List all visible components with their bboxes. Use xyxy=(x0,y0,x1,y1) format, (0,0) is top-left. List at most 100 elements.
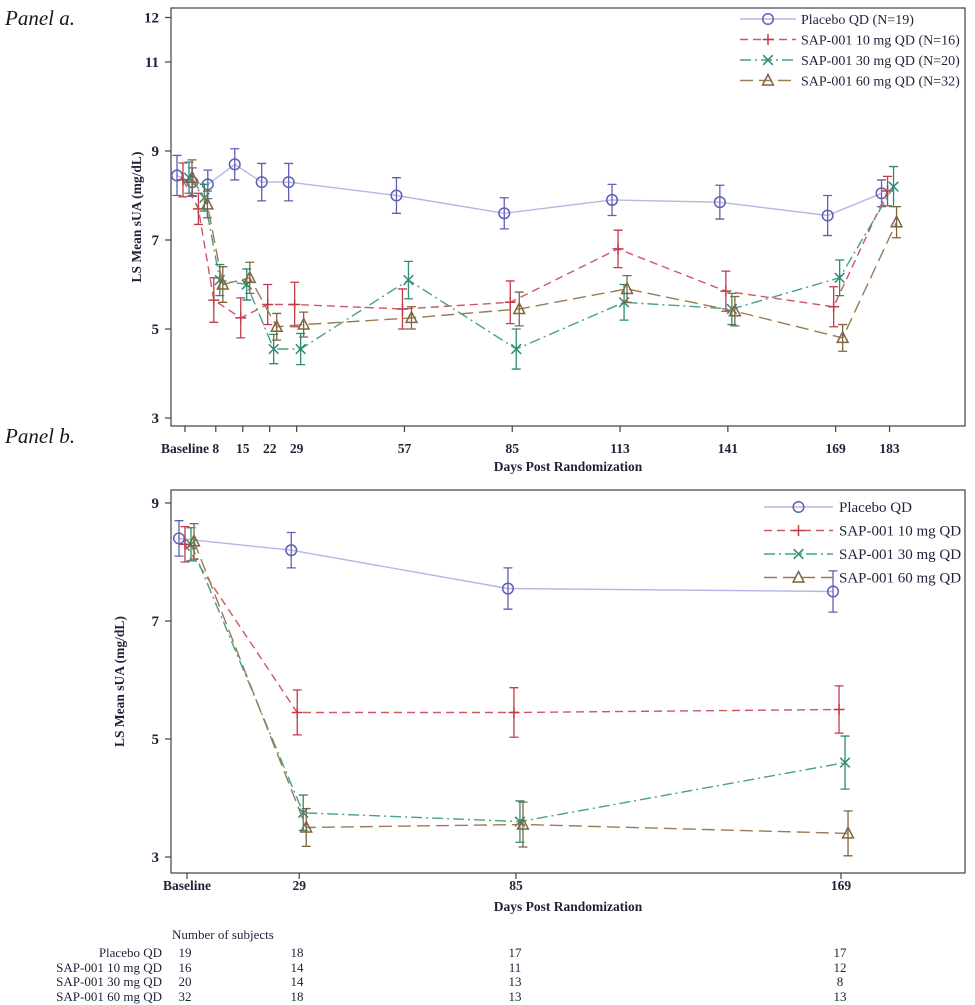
panel-a-x-tick-label: 22 xyxy=(263,441,277,456)
panel-a-data-marker-0 xyxy=(390,189,403,202)
panel-a-frame xyxy=(170,7,966,427)
panel-a-error-bar xyxy=(272,312,282,341)
panel-a-data-marker-3 xyxy=(728,303,742,317)
panel-a-legend-marker xyxy=(762,54,774,66)
panel-a-error-bar xyxy=(823,194,833,237)
panel-a-y-axis-title: LS Mean sUA (mg/dL) xyxy=(129,152,144,283)
panel-b-legend-marker xyxy=(793,548,804,560)
panel-a-error-bar xyxy=(838,323,848,352)
panel-a-data-marker-1 xyxy=(720,285,732,297)
panel-b-x-tick-label: 29 xyxy=(292,878,306,893)
panel-a-legend-item-2: SAP-001 30 mg QD (N=20) xyxy=(740,54,960,69)
panel-a-y-tick-label: 5 xyxy=(152,322,160,338)
panel-b-data-marker-0 xyxy=(285,544,298,557)
panel-a-data-marker-3 xyxy=(216,276,230,290)
panel-a-x-tick-label: 183 xyxy=(879,441,900,456)
panel-b-error-bar xyxy=(286,531,296,569)
panel-a-data-marker-1 xyxy=(504,296,516,308)
panel-a-y-tick-label: 9 xyxy=(152,144,160,160)
panel-b-legend-marker xyxy=(792,500,805,514)
panel-b-series-line-3 xyxy=(193,541,849,835)
panel-a-x-tick-label: 141 xyxy=(718,441,739,456)
panel-b-data-marker-2 xyxy=(839,757,851,768)
panel-b-label: Panel b. xyxy=(5,424,75,448)
panel-a-series-line-1 xyxy=(182,179,889,319)
panel-b-data-marker-3 xyxy=(299,819,313,833)
panel-b-error-bar xyxy=(189,523,199,560)
panel-b-data-marker-1 xyxy=(833,704,845,715)
panel-b-error-bar xyxy=(301,807,311,848)
panel-b-data-marker-3 xyxy=(516,816,530,830)
panel-a-data-marker-3 xyxy=(404,310,419,324)
panel-b-legend-item-0: Placebo QD xyxy=(764,500,912,516)
panel-b-legend-marker xyxy=(791,569,806,583)
panel-b-series-line-2 xyxy=(190,544,846,823)
panel-a-data-marker-3 xyxy=(620,281,634,295)
panel-a-series-3 xyxy=(185,159,904,352)
panel-b-error-bar xyxy=(174,520,184,557)
panel-b-x-axis-title: Days Post Randomization xyxy=(494,899,643,914)
panel-b-error-bar xyxy=(828,570,838,613)
panel-a-data-marker-0 xyxy=(282,176,295,189)
panel-b-data-marker-0 xyxy=(172,532,186,545)
panel-b-legend-label: SAP-001 10 mg QD xyxy=(839,524,961,540)
panel-b-x-tick-label: 169 xyxy=(831,878,852,893)
panel-a-series-0 xyxy=(170,148,888,237)
panel-a-data-marker-3 xyxy=(297,316,311,330)
panel-a-data-marker-1 xyxy=(262,299,274,311)
panel-a-error-bar xyxy=(499,197,509,230)
panel-a-legend-marker xyxy=(762,34,774,45)
panel-a-legend-label: SAP-001 30 mg QD (N=20) xyxy=(801,54,960,69)
panel-a-error-bar xyxy=(299,311,309,338)
panel-a-y-tick-label: 3 xyxy=(152,411,160,427)
panel-b-series-3 xyxy=(187,523,855,857)
panel-a-legend-label: SAP-001 10 mg QD (N=16) xyxy=(801,34,960,49)
panel-a-data-marker-1 xyxy=(612,243,624,255)
panel-a-error-bar xyxy=(730,295,740,327)
panel-a-x-tick-label: 169 xyxy=(826,441,847,456)
panel-a-series-2 xyxy=(183,161,899,370)
panel-a-label: Panel a. xyxy=(5,6,75,30)
panel-a-error-bar xyxy=(284,162,294,202)
panel-a-data-marker-0 xyxy=(713,196,726,209)
panel-a-x-tick-label: 85 xyxy=(506,441,520,456)
panel-a-data-marker-0 xyxy=(498,207,511,220)
panel-a-legend-item-3: SAP-001 60 mg QD (N=32) xyxy=(740,72,960,90)
panel-a-x-tick-label: 113 xyxy=(610,441,630,456)
panel-a-legend-item-0: Placebo QD (N=19) xyxy=(740,12,914,28)
panel-a-legend-marker xyxy=(761,12,775,26)
panel-a-legend-marker xyxy=(761,72,775,86)
panel-b-series-2 xyxy=(185,527,851,843)
panel-b-data-marker-1 xyxy=(508,706,520,718)
panel-a-error-bar xyxy=(622,274,632,303)
panel-a-error-bar xyxy=(257,162,267,202)
panel-a-x-axis-title: Days Post Randomization xyxy=(494,459,643,474)
panel-a-error-bar xyxy=(230,148,240,181)
panel-b-series-0 xyxy=(172,520,840,613)
panel-a-data-marker-1 xyxy=(235,312,247,324)
panel-a-error-bar xyxy=(514,291,524,327)
panel-b-x-tick-label: Baseline xyxy=(163,878,211,893)
panel-a-series-line-2 xyxy=(188,177,895,350)
panel-b-data-marker-1 xyxy=(291,706,303,718)
panel-b-legend-item-1: SAP-001 10 mg QD xyxy=(764,524,961,540)
panel-a-data-marker-2 xyxy=(888,181,899,192)
panel-b-series-line-0 xyxy=(178,537,834,593)
panel-b-legend-item-3: SAP-001 60 mg QD xyxy=(764,569,961,587)
panel-a-legend-label: SAP-001 60 mg QD (N=32) xyxy=(801,75,960,90)
panel-b-legend-label: SAP-001 60 mg QD xyxy=(839,571,961,587)
panel-a-error-bar xyxy=(715,184,725,220)
panel-a-series-line-3 xyxy=(191,177,898,339)
panel-a-data-marker-3 xyxy=(243,270,257,284)
panel-b-error-bar xyxy=(503,567,513,610)
panel-a-legend-item-1: SAP-001 10 mg QD (N=16) xyxy=(740,34,960,49)
panel-a-data-marker-1 xyxy=(289,299,301,311)
panel-a-data-marker-2 xyxy=(268,343,280,355)
panel-a-data-marker-0 xyxy=(606,193,619,206)
panel-a-error-bar xyxy=(187,159,197,197)
panel-b-y-tick-label: 7 xyxy=(152,614,160,630)
panel-b-y-tick-label: 9 xyxy=(152,496,160,512)
